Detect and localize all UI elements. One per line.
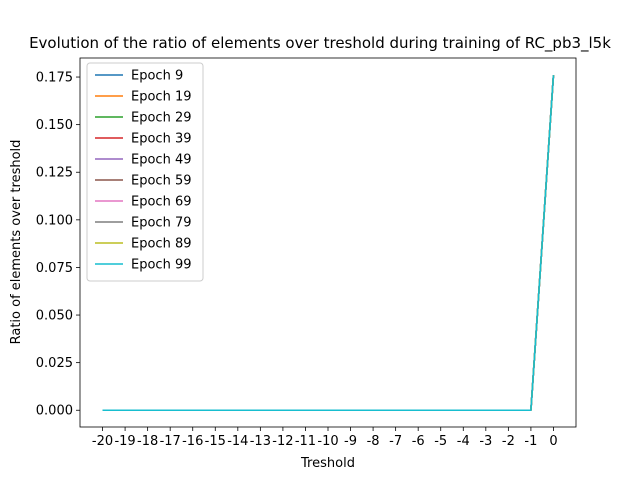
x-tick-label: -11 <box>295 434 316 449</box>
y-tick-label: 0.100 <box>36 213 73 228</box>
y-tick-label: 0.025 <box>36 356 73 371</box>
legend-label: Epoch 79 <box>131 216 191 231</box>
legend-label: Epoch 59 <box>131 174 191 189</box>
legend-label: Epoch 99 <box>131 258 191 273</box>
x-tick-label: -8 <box>367 434 380 449</box>
chart-title: Evolution of the ratio of elements over … <box>29 34 611 53</box>
legend-label: Epoch 49 <box>131 153 191 168</box>
x-tick-label: -14 <box>227 434 248 449</box>
x-tick-label: -6 <box>412 434 425 449</box>
y-tick-label: 0.050 <box>36 309 73 324</box>
y-tick-label: 0.000 <box>36 404 73 419</box>
legend-label: Epoch 9 <box>131 69 183 84</box>
legend-label: Epoch 39 <box>131 132 191 147</box>
x-axis: -20 -19 -18 -17 -16 -15 -14 -13 -12 -11 -10 -9 -8 -7-… <box>92 427 558 449</box>
series-layer <box>102 75 555 412</box>
x-tick-label: -19 <box>114 434 135 449</box>
y-tick-label: 0.125 <box>36 166 73 181</box>
x-tick-label: -3 <box>479 434 492 449</box>
x-tick-label: -18 <box>137 434 158 449</box>
y-tick-label: 0.075 <box>36 261 73 276</box>
x-tick-label: -15 <box>205 434 226 449</box>
legend-label: Epoch 69 <box>131 195 191 210</box>
series-line-10 <box>102 75 555 412</box>
legend-label: Epoch 89 <box>131 237 191 252</box>
legend: Epoch 9 Epoch 19 Epoch 29 Epoch 39 Epoch 49 E… <box>86 62 204 282</box>
x-tick-label: -12 <box>272 434 293 449</box>
x-tick-label: -1 <box>524 434 537 449</box>
x-tick-label: -9 <box>344 434 357 449</box>
x-tick-label: -5 <box>434 434 447 449</box>
x-tick-label: -2 <box>502 434 515 449</box>
x-tick-label: -7 <box>389 434 402 449</box>
y-axis: 0.000 0.025 0.050 0.075 0.100 0.125 0.150 0.175 <box>36 71 80 419</box>
x-tick-label: -10 <box>317 434 338 449</box>
legend-label: Epoch 19 <box>131 90 191 105</box>
legend-label: Epoch 29 <box>131 111 191 126</box>
x-tick-label: -4 <box>457 434 470 449</box>
y-tick-label: 0.150 <box>36 118 73 133</box>
x-tick-label: 0 <box>549 434 557 449</box>
y-axis-label: Ratio of elements over treshold <box>9 140 24 345</box>
x-tick-label: -20 <box>92 434 113 449</box>
x-tick-label: -13 <box>250 434 271 449</box>
y-tick-label: 0.175 <box>36 71 73 86</box>
x-tick-label: -16 <box>182 434 203 449</box>
x-axis-label: Treshold <box>300 456 355 471</box>
x-tick-label: -17 <box>160 434 181 449</box>
